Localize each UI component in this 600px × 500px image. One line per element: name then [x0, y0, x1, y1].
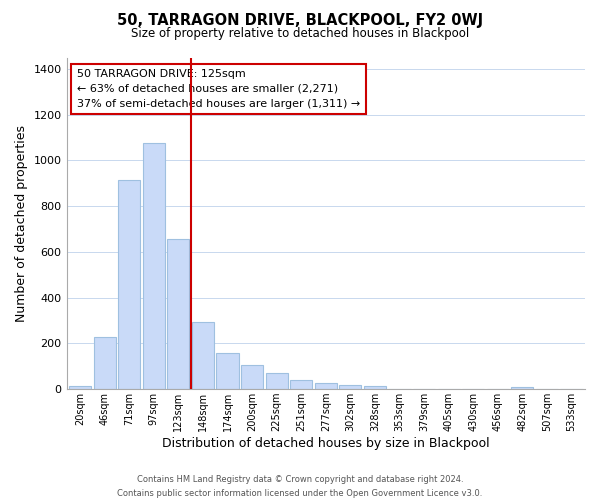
- Text: 50, TARRAGON DRIVE, BLACKPOOL, FY2 0WJ: 50, TARRAGON DRIVE, BLACKPOOL, FY2 0WJ: [117, 12, 483, 28]
- Y-axis label: Number of detached properties: Number of detached properties: [15, 125, 28, 322]
- Bar: [192, 322, 214, 389]
- Bar: [364, 386, 386, 389]
- Bar: [217, 353, 239, 389]
- Bar: [143, 144, 165, 389]
- Bar: [94, 337, 116, 389]
- Text: Size of property relative to detached houses in Blackpool: Size of property relative to detached ho…: [131, 28, 469, 40]
- Text: Contains HM Land Registry data © Crown copyright and database right 2024.
Contai: Contains HM Land Registry data © Crown c…: [118, 476, 482, 498]
- Bar: [118, 180, 140, 389]
- Bar: [511, 388, 533, 389]
- Bar: [315, 384, 337, 389]
- Bar: [339, 385, 361, 389]
- Bar: [241, 364, 263, 389]
- Bar: [167, 240, 190, 389]
- Text: 50 TARRAGON DRIVE: 125sqm
← 63% of detached houses are smaller (2,271)
37% of se: 50 TARRAGON DRIVE: 125sqm ← 63% of detac…: [77, 69, 360, 108]
- Bar: [69, 386, 91, 389]
- X-axis label: Distribution of detached houses by size in Blackpool: Distribution of detached houses by size …: [162, 437, 490, 450]
- Bar: [290, 380, 312, 389]
- Bar: [266, 373, 287, 389]
